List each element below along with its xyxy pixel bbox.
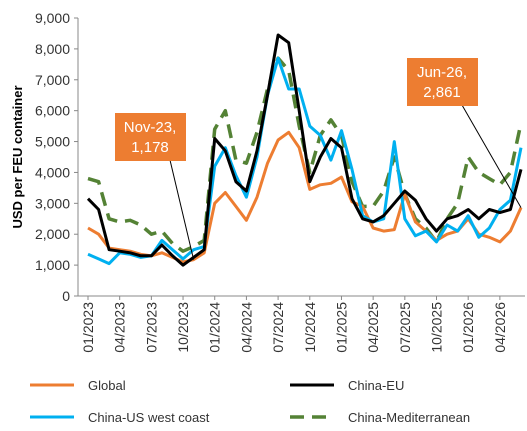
x-tick-label: 07/2024 [270,302,286,353]
annotation-leader [169,159,195,260]
y-tick-label: 4,000 [35,164,70,180]
annotation-box [407,58,478,106]
annotation-text: Jun-26, [417,64,467,81]
annotation-text: 1,178 [131,139,169,156]
annotation-text: Nov-23, [124,119,177,136]
y-axis-label: USD per FEU container [10,85,25,228]
annotation-box [115,113,186,161]
y-tick-label: 7,000 [35,72,70,88]
legend-label: China-EU [348,378,404,393]
x-tick-label: 01/2025 [333,302,349,353]
series-line [87,130,523,264]
x-tick-label: 01/2026 [460,302,476,353]
y-tick-label: 2,000 [35,226,70,242]
annotation-leader [461,104,522,208]
y-tick-label: 0 [62,288,70,304]
legend-label: Global [88,378,126,393]
x-tick-label: 10/2023 [175,302,191,353]
x-tick-label: 04/2024 [238,302,254,353]
x-tick-label: 04/2023 [112,302,128,353]
y-tick-label: 8,000 [35,41,70,57]
x-tick-label: 07/2023 [143,302,159,353]
y-tick-label: 1,000 [35,257,70,273]
annotation-text: 2,861 [423,84,461,101]
x-tick-label: 01/2024 [207,302,223,353]
x-tick-label: 10/2024 [302,302,318,353]
legend-label: China-US west coast [88,410,210,425]
y-tick-label: 5,000 [35,134,70,150]
y-tick-label: 3,000 [35,195,70,211]
x-tick-label: 01/2023 [80,302,96,353]
x-tick-label: 04/2025 [365,302,381,353]
x-tick-label: 04/2026 [492,302,508,353]
y-tick-label: 9,000 [35,10,70,26]
x-tick-label: 10/2025 [429,302,445,353]
series-line [86,33,523,267]
legend-label: China-Mediterranean [348,410,470,425]
series-line [87,56,523,266]
x-tick-label: 07/2025 [397,302,413,353]
y-tick-label: 6,000 [35,103,70,119]
